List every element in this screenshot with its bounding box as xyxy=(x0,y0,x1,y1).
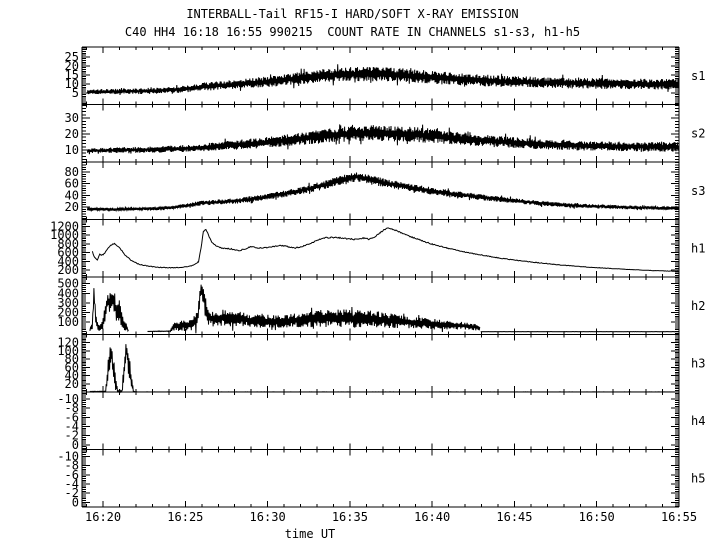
y-tick-label: 60 xyxy=(65,360,79,374)
x-tick-label: 16:35 xyxy=(332,510,368,524)
trace-segment-h2 xyxy=(89,288,129,333)
y-tick-label: -4 xyxy=(65,420,79,434)
y-tick-label: 1200 xyxy=(50,219,79,233)
y-tick-label: -10 xyxy=(57,392,79,406)
y-axis-ticks-h4 xyxy=(82,392,679,450)
x-tick-label: 16:25 xyxy=(167,510,203,524)
y-tick-label: 100 xyxy=(57,344,79,358)
y-tick-label: -6 xyxy=(65,410,79,424)
y-axis-ticks-h2 xyxy=(82,277,679,335)
y-tick-label: 80 xyxy=(65,352,79,366)
trace-segment-h2 xyxy=(147,284,481,334)
y-tick-label: 20 xyxy=(65,200,79,214)
y-tick-label: -8 xyxy=(65,459,79,473)
x-tick-label: 16:20 xyxy=(85,510,121,524)
trace-segment-s3 xyxy=(86,172,680,213)
x-tick-label: 16:55 xyxy=(661,510,697,524)
y-tick-label: 10 xyxy=(65,143,79,157)
y-tick-label: 40 xyxy=(65,369,79,383)
y-tick-label: 10 xyxy=(65,77,79,91)
y-tick-label: -4 xyxy=(65,477,79,491)
y-axis-ticks-h3 xyxy=(82,334,679,393)
trace-s1 xyxy=(86,64,680,95)
y-axis-ticks-s2 xyxy=(82,104,679,161)
x-axis-label: time UT xyxy=(285,527,336,541)
y-tick-label: 5 xyxy=(72,86,79,100)
y-tick-label: 15 xyxy=(65,68,79,82)
trace-s2 xyxy=(86,124,680,155)
y-tick-label: 300 xyxy=(57,296,79,310)
y-tick-label: 40 xyxy=(65,188,79,202)
x-tick-label: 16:30 xyxy=(250,510,286,524)
y-tick-label: 20 xyxy=(65,377,79,391)
y-tick-label: 800 xyxy=(57,237,79,251)
y-tick-label: -2 xyxy=(65,486,79,500)
trace-h2 xyxy=(89,284,679,334)
panel-label-h2: h2 xyxy=(691,299,705,313)
y-axis-ticks-h5 xyxy=(82,450,679,507)
x-tick-label: 16:40 xyxy=(414,510,450,524)
y-tick-label: 20 xyxy=(65,127,79,141)
y-tick-label: -8 xyxy=(65,401,79,415)
x-axis-ticks xyxy=(86,47,680,507)
panel-label-h5: h5 xyxy=(691,471,705,485)
panel-label-h4: h4 xyxy=(691,414,705,428)
y-tick-label: -2 xyxy=(65,429,79,443)
y-tick-label: 0 xyxy=(72,438,79,452)
panel-label-s1: s1 xyxy=(691,69,705,83)
y-tick-label: 120 xyxy=(57,336,79,350)
y-tick-label: 200 xyxy=(57,305,79,319)
y-tick-label: 600 xyxy=(57,246,79,260)
y-tick-label: 100 xyxy=(57,315,79,329)
plot-frame xyxy=(81,46,680,508)
panel-label-s3: s3 xyxy=(691,184,705,198)
y-axis-ticks-s3 xyxy=(82,162,679,220)
trace-h3 xyxy=(89,344,679,394)
trace-segment-h1 xyxy=(91,227,679,272)
y-axis-ticks-s1 xyxy=(82,47,679,105)
trace-segment-h3 xyxy=(89,344,679,394)
y-tick-labels-s2: 10 20 30 xyxy=(65,111,79,157)
x-tick-label: 16:50 xyxy=(579,510,615,524)
x-tick-labels: 16:20 16:25 16:30 16:35 16:40 16:45 16:50 16:55 xyxy=(85,510,697,524)
y-tick-label: 25 xyxy=(65,50,79,64)
y-tick-label: 30 xyxy=(65,111,79,125)
panel-label-s2: s2 xyxy=(691,126,705,140)
y-tick-label: 80 xyxy=(65,165,79,179)
y-tick-label: 500 xyxy=(57,277,79,291)
trace-h1 xyxy=(91,227,679,272)
trace-segment-s2 xyxy=(86,124,680,155)
y-tick-label: 20 xyxy=(65,59,79,73)
y-axis-ticks-h1 xyxy=(82,219,679,278)
y-tick-label: 400 xyxy=(57,286,79,300)
y-tick-label: 400 xyxy=(57,254,79,268)
y-tick-label: 60 xyxy=(65,177,79,191)
y-tick-label: 0 xyxy=(72,495,79,509)
panel-label-h1: h1 xyxy=(691,241,705,255)
panel-label-h3: h3 xyxy=(691,356,705,370)
y-tick-labels-h5: -10-8-6-4-20 xyxy=(57,449,79,509)
y-tick-label: -10 xyxy=(57,449,79,463)
y-tick-labels-h4: -10-8-6-4-20 xyxy=(57,392,79,452)
y-tick-label: 200 xyxy=(57,263,79,277)
chart-title: INTERBALL-Tail RF15-I HARD/SOFT X-RAY EM… xyxy=(186,7,519,21)
trace-segment-s1 xyxy=(86,64,680,95)
y-tick-label: -6 xyxy=(65,468,79,482)
y-tick-label: 1000 xyxy=(50,228,79,242)
x-tick-label: 16:45 xyxy=(496,510,532,524)
trace-s3 xyxy=(86,172,680,213)
chart-subtitle: C40 HH4 16:18 16:55 990215 COUNT RATE IN… xyxy=(124,25,581,39)
